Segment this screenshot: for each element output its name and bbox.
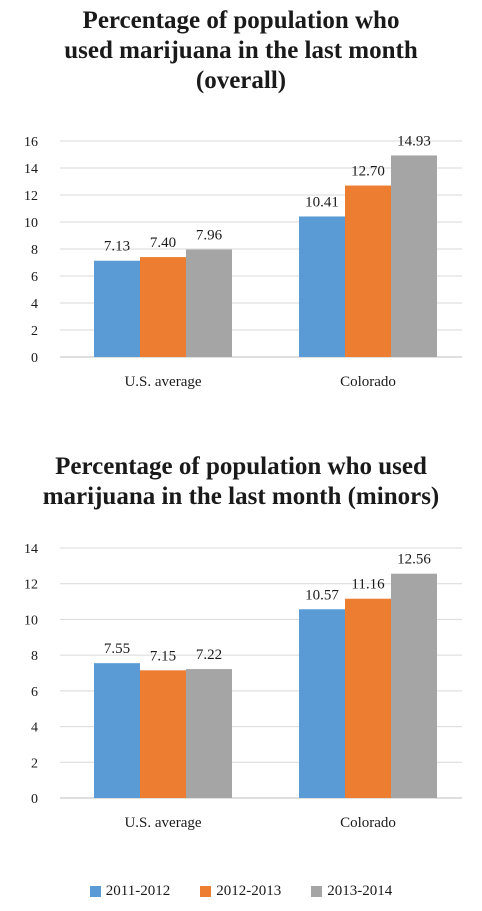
legend-label: 2013-2014	[327, 882, 393, 899]
legend-swatch	[89, 885, 101, 897]
y-tick-label: 10	[24, 216, 38, 231]
chart-overall: Percentage of population who used mariju…	[0, 0, 482, 420]
data-label: 7.22	[196, 647, 222, 663]
data-label: 10.41	[305, 194, 339, 210]
bar	[299, 609, 345, 798]
y-tick-label: 8	[31, 243, 38, 258]
bar	[186, 669, 232, 798]
y-tick-label: 14	[24, 542, 38, 557]
chart-title-line: Percentage of population who	[82, 7, 400, 34]
chart-title-line: Percentage of population who used	[55, 453, 427, 480]
y-tick-label: 4	[31, 721, 38, 736]
y-tick-label: 2	[31, 324, 38, 339]
y-tick-label: 2	[31, 756, 38, 771]
y-tick-label: 4	[31, 297, 38, 312]
chart-title-line: (overall)	[195, 67, 287, 94]
bar	[140, 257, 186, 357]
legend-label: 2012-2013	[216, 882, 282, 899]
chart-title: Percentage of population who used mariju…	[0, 6, 482, 96]
bar	[345, 185, 391, 357]
chart-title-line: marijuana in the last month (minors)	[42, 483, 440, 510]
y-tick-label: 10	[24, 613, 38, 628]
y-tick-label: 12	[24, 189, 38, 204]
category-label: U.S. average	[124, 374, 201, 390]
legend-swatch	[200, 885, 212, 897]
legend-item: 2013-2014	[311, 883, 392, 900]
y-tick-label: 0	[31, 792, 38, 807]
chart-minors: Percentage of population who used mariju…	[0, 440, 482, 860]
data-label: 7.55	[104, 641, 130, 657]
data-label: 12.56	[397, 552, 431, 568]
bar	[186, 249, 232, 357]
data-label: 12.70	[351, 164, 385, 180]
bar	[299, 216, 345, 357]
legend-label: 2011-2012	[105, 882, 171, 899]
y-tick-label: 16	[24, 135, 38, 150]
bar	[140, 670, 186, 798]
y-tick-label: 8	[31, 649, 38, 664]
chart-plot: 0 2 4 6 8 10 12 14 7.55 7.15 7.22 U.S. average 10.57…	[24, 542, 462, 831]
data-label: 10.57	[305, 587, 339, 603]
legend-item: 2011-2012	[89, 882, 171, 900]
bar	[94, 260, 140, 357]
data-label: 7.40	[150, 235, 176, 251]
data-label: 14.93	[397, 133, 431, 149]
legend-swatch	[311, 885, 323, 897]
legend: 2011-2012 2012-2013 2013-2014	[0, 880, 482, 902]
data-label: 7.96	[196, 228, 223, 244]
bar	[391, 573, 437, 798]
data-label: 7.15	[150, 648, 176, 664]
chart-plot: 0 2 4 6 8 10 12 14 16 7.13 7.40 7.96 U.S. average 10.…	[24, 133, 462, 390]
bar	[94, 663, 140, 798]
y-tick-label: 14	[24, 162, 38, 177]
data-label: 11.16	[351, 577, 385, 593]
category-label: Colorado	[340, 815, 396, 831]
bar	[345, 598, 391, 798]
y-tick-label: 6	[31, 270, 38, 285]
y-tick-label: 12	[24, 578, 38, 593]
chart-title: Percentage of population who used mariju…	[0, 452, 482, 512]
category-label: U.S. average	[124, 815, 201, 831]
y-tick-label: 6	[31, 685, 38, 700]
data-label: 7.13	[104, 239, 130, 255]
y-tick-label: 0	[31, 351, 38, 366]
chart-title-line: used marijuana in the last month	[64, 37, 418, 64]
category-label: Colorado	[340, 374, 396, 390]
legend-item: 2012-2013	[200, 883, 281, 900]
bar	[391, 155, 437, 357]
